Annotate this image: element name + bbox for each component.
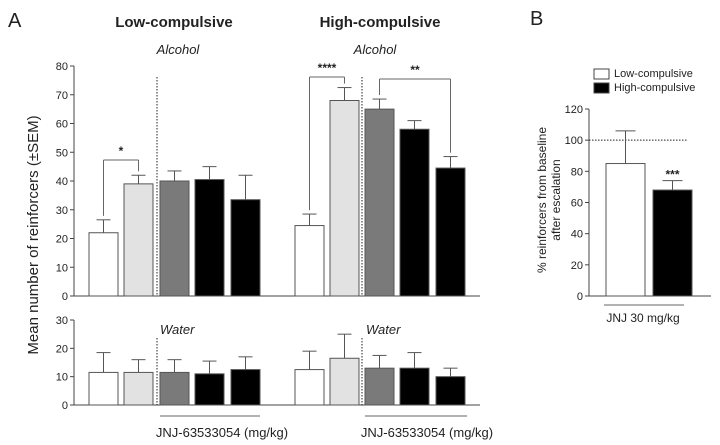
bar [194,179,225,297]
significance-label: **** [318,61,337,75]
bar [364,108,395,297]
bar [123,371,154,406]
subplot-title-water-low: Water [160,322,195,337]
y-tick-label: 60 [56,119,68,131]
y-tick-label: 120 [565,104,583,116]
bar [123,183,154,297]
bar [159,180,190,297]
group-title-high: High-compulsive [320,14,441,31]
bar [230,199,261,297]
y-tick-label: 10 [56,262,68,274]
y-tick-label: 40 [56,176,68,188]
y-axis-label-b-line2: after escalation [549,159,563,240]
bar [399,128,430,297]
legend-label-low: Low-compulsive [614,68,693,80]
significance-label: * [119,144,124,158]
bar [294,369,325,406]
y-tick-label: 0 [62,400,68,412]
y-axis-label-a: Mean number of reinforcers (±SEM) [25,115,42,354]
subplot-title-alcohol-high: Alcohol [353,42,398,57]
bar [435,167,466,297]
bar [435,376,466,406]
y-tick-label: 50 [56,147,68,159]
bar [329,100,360,297]
y-tick-label: 20 [571,260,583,272]
y-tick-label: 40 [571,229,583,241]
y-tick-label: 30 [56,205,68,217]
group-title-low: Low-compulsive [115,14,233,31]
significance-label: *** [665,168,679,182]
bar [399,367,430,406]
y-tick-label: 0 [577,291,583,303]
y-tick-label: 70 [56,90,68,102]
legend-label-high: High-compulsive [614,82,695,94]
y-tick-label: 100 [565,135,583,147]
bar [329,357,360,406]
y-tick-label: 30 [56,315,68,327]
y-tick-label: 20 [56,343,68,355]
significance-label: ** [410,63,420,77]
bar [364,367,395,406]
bar [159,371,190,406]
x-axis-label-b: JNJ 30 mg/kg [606,311,679,325]
panel-label-a: A [8,10,22,32]
bar [88,232,119,297]
bar [652,189,693,297]
legend-swatch [593,68,610,80]
bar [294,225,325,297]
x-axis-label-high: JNJ-63533054 (mg/kg) [361,425,493,440]
y-axis-label-b-line1: % reinforcers from baseline [535,127,549,273]
x-axis-label-low: JNJ-63533054 (mg/kg) [156,425,288,440]
bar [605,163,646,297]
bar [230,369,261,406]
y-tick-label: 80 [571,166,583,178]
y-tick-label: 20 [56,234,68,246]
y-tick-label: 80 [56,61,68,73]
subplot-title-alcohol-low: Alcohol [156,42,201,57]
bar [88,371,119,406]
y-tick-label: 10 [56,372,68,384]
subplot-title-water-high: Water [366,322,401,337]
bar [194,373,225,406]
panel-label-b: B [530,8,543,30]
y-tick-label: 60 [571,198,583,210]
legend-swatch [593,82,610,94]
y-tick-label: 0 [62,291,68,303]
